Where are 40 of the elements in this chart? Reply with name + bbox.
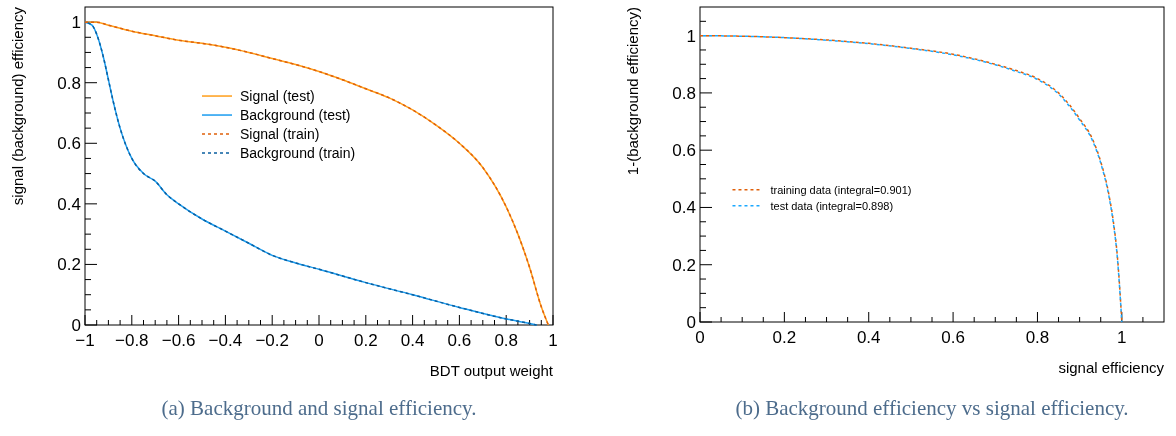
x-tick-label: −1 xyxy=(75,331,95,350)
x-tick-label: −0.6 xyxy=(161,331,196,350)
x-tick-label: 1 xyxy=(548,331,558,350)
x-tick-label: 0.2 xyxy=(772,328,797,347)
y-tick-label: 0.6 xyxy=(672,141,696,161)
x-tick-label: −0.2 xyxy=(255,331,289,350)
x-tick-label: 0.4 xyxy=(400,331,425,350)
legend-label: Signal (train) xyxy=(240,125,320,142)
x-tick-label: 0.6 xyxy=(941,328,965,347)
legend-label: training data (integral=0.901) xyxy=(770,183,912,196)
y-tick-label: 1 xyxy=(71,13,81,33)
x-axis-title: signal efficiency xyxy=(1058,359,1165,376)
x-tick-label: 0.2 xyxy=(353,331,378,350)
legend-label: Signal (test) xyxy=(240,87,315,104)
text: (b) Background efficiency vs signal efficiency. xyxy=(735,396,1129,420)
x-tick-label: −0.8 xyxy=(115,331,149,350)
y-tick-label: 0.8 xyxy=(57,73,81,93)
y-tick-label: 0.6 xyxy=(57,134,81,154)
y-tick-label: 0.2 xyxy=(57,255,81,275)
y-axis-title: signal (background) efficiency xyxy=(9,6,26,206)
x-tick-label: 0.4 xyxy=(856,328,881,347)
y-tick-label: 0.8 xyxy=(672,83,696,103)
x-axis-title: BDT output weight xyxy=(429,362,554,379)
y-tick-label: 0.4 xyxy=(672,198,696,218)
legend-label: Background (train) xyxy=(240,144,356,161)
x-tick-label: 0.8 xyxy=(494,331,519,350)
x-tick-label: 0 xyxy=(314,331,324,350)
legend-label: test data (integral=0.898) xyxy=(770,199,894,212)
y-tick-label: 0.4 xyxy=(57,194,81,214)
x-tick-label: 0.6 xyxy=(447,331,472,350)
y-tick-label: 0 xyxy=(686,312,696,332)
text: (a) Background and signal efficiency. xyxy=(161,396,477,420)
y-tick-label: 1 xyxy=(686,26,696,46)
y-tick-label: 0.2 xyxy=(672,255,696,275)
line-series xyxy=(699,34,1123,323)
x-tick-label: 1 xyxy=(1117,328,1127,347)
legend-label: Background (test) xyxy=(240,106,351,123)
y-axis-title: 1-(background efficiency) xyxy=(624,7,641,176)
x-tick-label: −0.4 xyxy=(208,331,243,350)
x-tick-label: 0.8 xyxy=(1025,328,1050,347)
